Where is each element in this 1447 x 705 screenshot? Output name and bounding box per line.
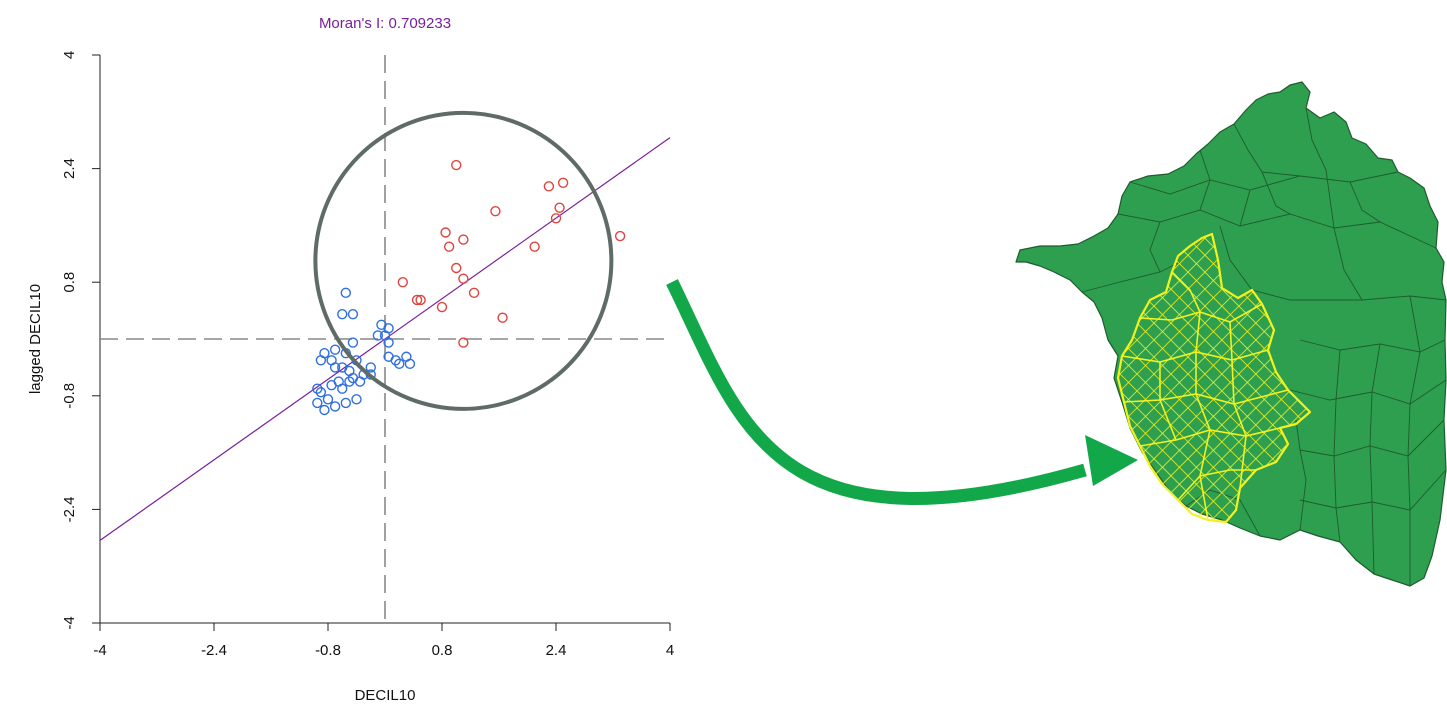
x-tick-label: 0.8 [432,642,453,659]
high-high-point [468,287,480,299]
low-low-point [337,383,348,394]
high-high-point [550,213,562,224]
high-high-point [529,241,540,252]
link-arrow [666,279,1138,505]
highlighted-cluster-borders [1121,271,1289,521]
x-axis-title: DECIL10 [355,687,416,704]
low-low-point [351,394,362,405]
low-low-point [319,404,330,416]
high-high-point [397,277,409,288]
low-low-point [329,362,341,373]
x-tick-label: 2.4 [546,642,567,659]
low-low-point [404,358,416,370]
arrow-head [1085,435,1138,486]
high-high-point [458,273,469,284]
y-tick-label: -0.8 [61,383,78,409]
highlighted-cluster-region [1116,232,1312,524]
high-high-point [497,312,508,323]
low-low-point [329,401,341,412]
low-low-point [340,287,352,299]
low-low-point [312,383,323,394]
low-low-point [347,337,359,348]
scatter-points [312,159,626,416]
high-high-point [451,159,462,171]
high-high-point [436,301,448,313]
moran-scatter-plot: Moran's I: 0.709233 -4 -2.4 -0.8 0.8 2.4 4 -4… [27,15,674,704]
low-low-point [326,379,337,391]
high-high-point [490,205,501,217]
high-high-point [543,181,555,192]
high-high-point [411,294,423,306]
high-high-point [557,177,569,189]
low-low-point [365,362,376,373]
chart-title: Moran's I: 0.709233 [319,15,451,32]
high-high-point [443,241,455,252]
x-tick-label: -2.4 [201,642,227,659]
x-tick-label: 4 [666,642,674,659]
low-low-point [394,358,405,370]
y-axis-title: lagged DECIL10 [27,284,44,394]
x-axis-ticks: -4 -2.4 -0.8 0.8 2.4 4 [93,623,674,659]
high-high-point [614,230,626,242]
high-high-point [440,227,451,238]
y-tick-label: 4 [61,51,78,59]
low-low-point [337,308,348,320]
y-tick-label: -4 [61,616,78,629]
y-axis-ticks: -4 -2.4 -0.8 0.8 2.4 4 [61,51,100,630]
low-low-point [372,330,384,341]
y-tick-label: -2.4 [61,496,78,522]
arrow-shaft [666,279,1087,505]
high-high-point [458,337,469,348]
low-low-point [315,355,327,366]
x-tick-label: -4 [93,642,106,659]
high-high-point [415,294,426,306]
low-low-point [347,308,359,320]
high-high-point [458,234,469,245]
low-low-point [312,397,323,409]
low-low-point [329,344,341,355]
x-tick-label: -0.8 [315,642,341,659]
low-low-point [322,394,334,405]
low-low-point [344,376,355,387]
high-high-point [554,202,565,213]
low-low-point [383,337,394,348]
low-low-point [340,397,352,409]
low-low-point [390,355,401,366]
high-high-point [451,262,462,274]
y-tick-label: 2.4 [61,158,78,179]
region-map [1015,81,1447,587]
low-low-point [315,387,327,398]
y-tick-label: 0.8 [61,272,78,293]
highlight-circle [313,110,614,411]
